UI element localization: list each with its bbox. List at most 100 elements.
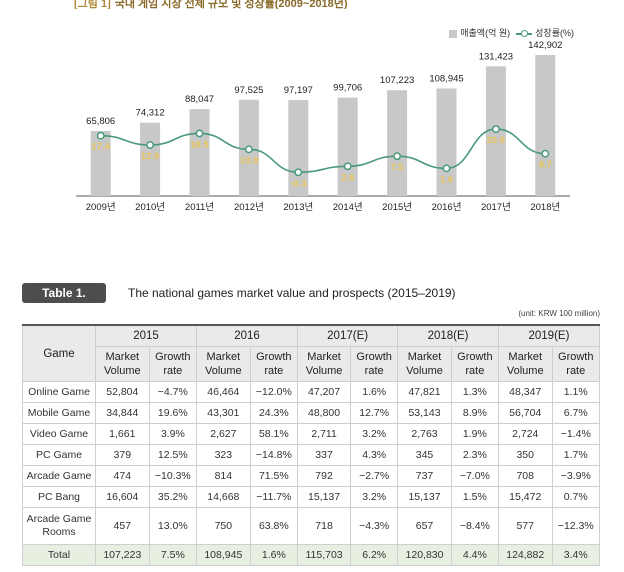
bar-value-label: 108,945 <box>429 74 463 85</box>
table-tag: Table 1. <box>22 283 106 303</box>
cell-market-volume: 577 <box>497 507 553 545</box>
cell-market-volume: 15,137 <box>297 486 352 508</box>
cell-growth-rate: 1.3% <box>450 381 499 403</box>
growth-line <box>100 128 546 174</box>
row-game-name: PC Game <box>22 444 96 466</box>
cell-market-volume: 43,301 <box>196 402 251 424</box>
cell-market-volume: 2,711 <box>297 423 352 445</box>
header-year: 2016 <box>196 324 299 347</box>
x-tick-label: 2013년 <box>283 202 313 213</box>
cell-market-volume: 107,223 <box>95 544 150 566</box>
cell-growth-rate: −14.8% <box>249 444 299 466</box>
growth-point <box>96 131 105 140</box>
figure-title-text: 국내 게임 시장 전체 규모 및 성장률(2009~2018년) <box>114 0 348 9</box>
header-game: Game <box>22 324 96 382</box>
cell-market-volume: 708 <box>497 465 553 487</box>
cell-growth-rate: 13.0% <box>148 507 198 545</box>
cell-growth-rate: −12.3% <box>551 507 601 545</box>
cell-market-volume: 47,207 <box>297 381 352 403</box>
header-market-volume: Market Volume <box>297 346 352 382</box>
growth-value-label: 7.5 <box>390 162 404 173</box>
cell-growth-rate: −2.7% <box>350 465 399 487</box>
legend-bar-label: 매출액(억 원) <box>460 28 511 38</box>
table-row: Total 107,223 7.5% 108,945 1.6% 115,703 6.2% 12… <box>22 544 601 566</box>
header-market-volume: Market Volume <box>497 346 553 382</box>
growth-point <box>491 125 500 134</box>
growth-point <box>195 129 204 138</box>
cell-growth-rate: 4.3% <box>350 444 399 466</box>
cell-growth-rate: 1.9% <box>450 423 499 445</box>
x-tick-label: 2018년 <box>530 202 560 213</box>
x-tick-label: 2012년 <box>234 202 264 213</box>
growth-value-label: 2.6 <box>341 172 354 183</box>
row-game-name: Video Game <box>22 423 96 445</box>
legend-bar-swatch <box>449 29 458 38</box>
cell-growth-rate: 58.1% <box>249 423 299 445</box>
cell-growth-rate: −7.0% <box>450 465 499 487</box>
cell-market-volume: 15,137 <box>397 486 452 508</box>
cell-market-volume: 323 <box>196 444 251 466</box>
cell-growth-rate: 8.9% <box>450 402 499 424</box>
cell-market-volume: 52,804 <box>95 381 150 403</box>
x-tick-label: 2014년 <box>333 202 363 213</box>
cell-growth-rate: −11.7% <box>249 486 299 508</box>
cell-growth-rate: 1.7% <box>551 444 601 466</box>
cell-growth-rate: −4.3% <box>350 507 399 545</box>
cell-growth-rate: 2.3% <box>450 444 499 466</box>
table-row: Online Game 52,804 −4.7% 46,464 −12.0% 47,207… <box>22 381 601 403</box>
cell-market-volume: 345 <box>397 444 452 466</box>
cell-growth-rate: 12.7% <box>350 402 399 424</box>
cell-growth-rate: 19.6% <box>148 402 198 424</box>
x-tick-label: 2010년 <box>135 202 165 213</box>
growth-value-label: 10.8 <box>240 155 259 166</box>
growth-value-label: 8.7 <box>539 160 552 171</box>
cell-market-volume: 1,661 <box>95 423 150 445</box>
table-row: Video Game 1,661 3.9% 2,627 58.1% 2,711 3.2% 2,… <box>22 423 601 445</box>
cell-market-volume: 474 <box>95 465 150 487</box>
cell-market-volume: 750 <box>196 507 251 545</box>
cell-market-volume: 657 <box>397 507 452 545</box>
cell-growth-rate: 12.5% <box>148 444 198 466</box>
cell-growth-rate: −4.7% <box>148 381 198 403</box>
row-game-name: Arcade Game <box>22 465 96 487</box>
cell-market-volume: 737 <box>397 465 452 487</box>
cell-market-volume: 46,464 <box>196 381 251 403</box>
cell-growth-rate: 63.8% <box>249 507 299 545</box>
cell-market-volume: 379 <box>95 444 150 466</box>
header-market-volume: Market Volume <box>95 346 150 382</box>
legend-bar: 매출액(억 원) <box>449 26 510 39</box>
header-growth-rate: Growth rate <box>148 346 198 382</box>
growth-value-label: 20.6 <box>487 135 506 146</box>
cell-market-volume: 47,821 <box>397 381 452 403</box>
cell-market-volume: 48,800 <box>297 402 352 424</box>
cell-market-volume: 14,668 <box>196 486 251 508</box>
bar <box>436 88 457 196</box>
cell-growth-rate: −3.9% <box>551 465 601 487</box>
growth-point <box>244 145 253 154</box>
cell-market-volume: 124,882 <box>497 544 553 566</box>
bar-value-label: 142,902 <box>528 40 562 51</box>
bar-value-label: 97,525 <box>234 85 263 96</box>
cell-growth-rate: 1.5% <box>450 486 499 508</box>
table-row: Arcade Game Rooms 457 13.0% 750 63.8% 718 −4.3… <box>22 507 601 545</box>
growth-point <box>343 162 352 171</box>
table-header-sub: Market Volume Growth rate Market Volume Gro… <box>23 346 601 382</box>
bar <box>189 109 210 196</box>
x-tick-label: 2015년 <box>382 202 412 213</box>
cell-market-volume: 16,604 <box>95 486 150 508</box>
table-row: Arcade Game 474 −10.3% 814 71.5% 792 −2.7% 737−… <box>22 465 601 487</box>
legend-line: 성장률(%) <box>516 26 574 39</box>
x-tick-label: 2009년 <box>86 202 116 213</box>
cell-market-volume: 53,143 <box>397 402 452 424</box>
header-growth-rate: Growth rate <box>450 346 499 382</box>
table-row: Mobile Game 34,844 19.6% 43,301 24.3% 48,800 1… <box>22 402 601 424</box>
cell-market-volume: 792 <box>297 465 352 487</box>
bar <box>387 90 408 196</box>
growth-point <box>294 168 303 177</box>
growth-point <box>393 152 402 161</box>
header-year: 2015 <box>94 324 198 347</box>
cell-market-volume: 814 <box>196 465 251 487</box>
legend-line-label: 성장률(%) <box>535 28 574 38</box>
figure-label: [그림 1] <box>74 0 111 9</box>
table-row: PC Game 379 12.5% 323 −14.8% 337 4.3% 345 2.3% 35… <box>22 444 601 466</box>
